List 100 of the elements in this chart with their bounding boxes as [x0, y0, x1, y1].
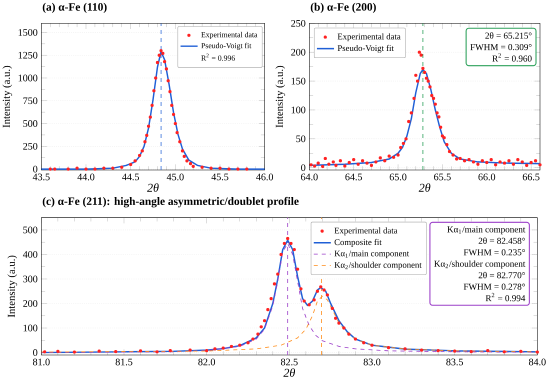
- point: [342, 326, 346, 330]
- point: [296, 268, 300, 271]
- x-tick-label: 45.5: [211, 174, 228, 180]
- x-tick-label: 64.0: [301, 174, 318, 180]
- point: [256, 332, 260, 336]
- y-tick-label: 100: [24, 324, 38, 332]
- point: [75, 166, 79, 170]
- point: [227, 167, 231, 171]
- y-tick-label: 1000: [18, 74, 38, 82]
- y-tick-label: 0: [33, 166, 38, 172]
- x-axis-title: 2θ: [283, 368, 296, 377]
- y-axis-title: Intensity (a.u.): [275, 66, 286, 128]
- point: [246, 341, 250, 344]
- point: [138, 154, 142, 158]
- point: [279, 252, 283, 256]
- annotation: R$^{2}$ = 0.994: [486, 292, 526, 302]
- point: [302, 299, 306, 303]
- y-tick-label: 150: [292, 78, 306, 84]
- point: [134, 159, 137, 162]
- point: [192, 164, 195, 168]
- x-tick-label: 44.0: [77, 174, 94, 180]
- point: [205, 348, 208, 352]
- point: [200, 166, 204, 169]
- point: [188, 348, 192, 352]
- point: [140, 149, 144, 152]
- y-tick-label: 300: [23, 276, 38, 282]
- annotation: R$^{2}$ = 0.960: [492, 53, 532, 62]
- y-tick-label: 500: [23, 226, 38, 234]
- point: [218, 166, 222, 170]
- point: [174, 122, 177, 126]
- point: [159, 49, 163, 52]
- point: [238, 344, 242, 347]
- annotation: FWHM = 0.309°: [470, 44, 532, 50]
- point: [334, 316, 338, 320]
- point: [168, 90, 172, 94]
- y-tick-label: 1250: [18, 52, 38, 59]
- y-tick-label: 250: [291, 20, 306, 27]
- point: [316, 290, 320, 293]
- point: [308, 303, 311, 306]
- y-tick-label: 0: [301, 164, 306, 172]
- x-tick-label: 83.0: [364, 358, 380, 366]
- point: [276, 272, 280, 276]
- point: [470, 350, 473, 354]
- point: [156, 60, 160, 64]
- point: [53, 167, 56, 171]
- point: [56, 350, 60, 353]
- point: [180, 149, 184, 152]
- point: [245, 167, 248, 171]
- point: [114, 350, 118, 354]
- point: [72, 350, 76, 354]
- point: [319, 285, 322, 288]
- y-tick-label: 250: [23, 142, 38, 150]
- x-tick-label: 66.5: [522, 174, 540, 180]
- point: [150, 104, 154, 107]
- point: [502, 350, 506, 354]
- y-axis-title: Intensity (a.u.): [7, 256, 18, 318]
- y-tick-label: 100: [292, 106, 306, 114]
- x-tick-label: 45.0: [166, 174, 184, 180]
- x-axis-title: 2θ: [418, 183, 430, 192]
- point: [453, 349, 456, 353]
- point: [322, 288, 326, 292]
- point: [145, 134, 148, 137]
- point: [84, 167, 88, 171]
- y-tick-label: 400: [22, 251, 38, 258]
- point: [176, 131, 179, 134]
- point: [330, 306, 334, 310]
- point: [172, 112, 176, 116]
- point: [222, 346, 225, 350]
- point: [386, 346, 390, 350]
- point: [260, 325, 263, 328]
- point: [129, 162, 132, 166]
- point: [312, 298, 316, 302]
- x-tick-label: 81.0: [32, 358, 50, 366]
- point: [163, 60, 166, 64]
- point: [161, 52, 164, 55]
- annotation: Kα$_{2}$/shoulder component: [434, 260, 526, 269]
- point: [326, 293, 329, 297]
- point: [420, 348, 424, 352]
- point: [185, 159, 189, 162]
- x-tick-label: 46.0: [256, 174, 274, 180]
- point: [292, 248, 296, 252]
- point: [43, 350, 46, 354]
- point: [230, 344, 234, 348]
- point: [182, 154, 186, 158]
- point: [102, 166, 106, 170]
- point: [154, 76, 158, 80]
- chart-title: (c) α-Fe (211): high-angle asymmetric/doublet profile: [42, 196, 299, 208]
- x-tick-label: 65.5: [434, 174, 451, 180]
- y-tick-label: 200: [23, 300, 38, 307]
- point: [98, 349, 101, 353]
- annotation: FWHM = 0.235°: [464, 249, 525, 256]
- point: [272, 282, 276, 286]
- annotation: Kα$_{1}$/main component: [447, 226, 526, 234]
- y-axis-title: Intensity (a.u.): [2, 66, 12, 128]
- point: [519, 350, 522, 353]
- point: [155, 350, 159, 354]
- y-tick-label: 1500: [18, 29, 38, 36]
- point: [209, 166, 213, 170]
- x-axis-title: 2θ: [147, 183, 159, 192]
- point: [536, 350, 539, 354]
